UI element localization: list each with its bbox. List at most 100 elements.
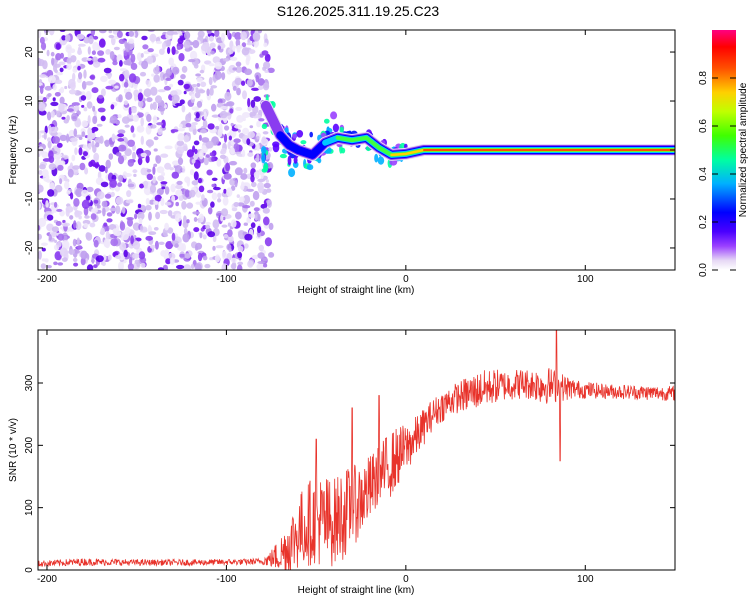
noise-cell [81,131,86,137]
noise-cell [97,107,106,113]
noise-cell [245,57,250,66]
noise-cell [64,34,71,42]
noise-cell [42,97,47,103]
noise-cell [240,31,248,41]
noise-cell [181,200,187,210]
snr-x-axis-label: Height of straight line (km) [298,585,415,596]
noise-cell [130,53,136,64]
noise-cell [54,92,61,97]
noise-cell [106,212,113,217]
noise-cell [48,163,57,171]
noise-cell [107,73,112,80]
noise-cell [81,80,87,90]
noise-cell [155,155,162,164]
noise-cell [124,69,130,79]
noise-cell [73,198,80,207]
noise-cell [64,85,68,90]
noise-cell [86,57,92,61]
noise-cell [247,97,251,108]
spectrogram-x-tick-label: 100 [577,274,594,285]
noise-cell [73,105,80,111]
noise-cell [122,171,128,179]
noise-cell [132,114,139,122]
noise-cell [183,215,187,225]
noise-cell [210,50,215,55]
noise-cell [77,65,81,71]
noise-cell [49,182,55,191]
noise-cell [107,254,112,261]
noise-cell [214,70,222,80]
noise-cell [241,80,246,86]
noise-cell [132,222,141,231]
noise-cell [236,194,240,199]
noise-cell [150,86,158,96]
noise-cell [177,157,184,166]
noise-cell [114,85,119,89]
noise-cell [172,66,180,75]
noise-cell [117,182,123,187]
noise-cell [247,260,254,268]
noise-cell [171,195,176,202]
noise-cell [81,104,85,108]
noise-cell [123,100,129,106]
noise-cell [56,110,61,118]
noise-cell [206,88,210,97]
noise-cell [246,138,251,146]
noise-cell [38,170,43,175]
noise-cell [103,238,111,247]
noise-cell [258,118,265,122]
noise-cell [194,263,202,270]
noise-cell [155,211,161,220]
noise-cell [49,126,58,133]
noise-cell [256,153,260,163]
noise-cell [157,128,163,136]
noise-cell [109,207,118,212]
signal-blob [377,156,385,165]
noise-cell [153,163,158,167]
noise-cell [98,94,104,99]
noise-cell [71,112,78,122]
noise-cell [227,141,231,150]
noise-cell [158,241,165,245]
noise-cell [169,167,175,171]
spectrogram-x-tick-label: 0 [403,274,409,285]
noise-cell [131,107,137,114]
noise-cell [90,30,96,37]
noise-cell [200,81,207,88]
signal-blob [279,153,287,159]
noise-cell [183,227,188,235]
noise-cell [46,214,54,221]
noise-cell [104,166,108,174]
noise-cell [118,174,124,183]
noise-cell [165,258,172,265]
noise-cell [198,150,204,160]
noise-cell [200,129,207,134]
noise-cell [91,50,96,55]
noise-cell [237,129,241,133]
signal-blob [404,143,408,149]
noise-cell [140,135,144,145]
noise-cell [261,136,267,144]
noise-cell [160,197,165,207]
noise-cell [226,101,235,107]
noise-cell [207,46,212,53]
noise-cell [146,55,154,65]
noise-cell [61,116,66,120]
noise-cell [220,106,229,110]
noise-cell [180,74,186,80]
noise-cell [146,168,152,173]
noise-cell [257,78,265,86]
noise-cell [214,30,220,37]
noise-cell [196,100,203,108]
noise-cell [134,213,138,220]
noise-cell [208,35,214,42]
noise-cell [170,129,179,133]
noise-cell [87,46,91,55]
noise-cell [123,249,128,258]
noise-cell [230,122,234,127]
noise-cell [216,158,222,167]
noise-cell [151,73,155,77]
noise-cell [47,141,52,149]
noise-cell [230,263,237,270]
